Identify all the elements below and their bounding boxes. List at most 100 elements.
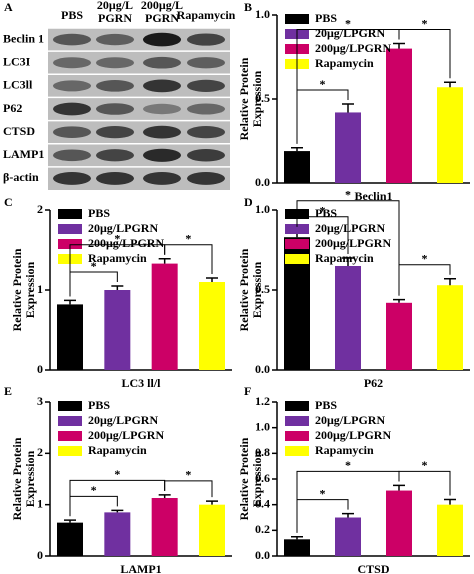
bar bbox=[104, 290, 131, 370]
band bbox=[53, 126, 91, 138]
band bbox=[96, 103, 134, 115]
significance-label: * bbox=[91, 483, 97, 497]
error-bar bbox=[64, 519, 76, 523]
y-tick-label: 0.2 bbox=[255, 522, 270, 536]
row-label: LC3ll bbox=[3, 78, 33, 92]
significance-bracket bbox=[398, 29, 451, 79]
panel-letter: A bbox=[4, 0, 13, 14]
legend-label: Rapamycin bbox=[315, 251, 374, 265]
bar bbox=[199, 282, 225, 370]
error-bar bbox=[342, 257, 354, 266]
legend-label: PBS bbox=[315, 206, 337, 220]
band bbox=[143, 103, 181, 115]
legend-label: 200μg/LPGRN bbox=[315, 236, 391, 250]
y-tick-label: 0.8 bbox=[255, 445, 270, 459]
band bbox=[96, 80, 134, 92]
legend-label: 200μg/LPGRN bbox=[88, 236, 164, 250]
legend-label: 200μg/LPGRN bbox=[88, 428, 164, 442]
row-label: β-actin bbox=[3, 170, 39, 184]
panel-letter: B bbox=[244, 0, 252, 14]
band bbox=[53, 33, 91, 46]
legend-swatch bbox=[285, 446, 309, 456]
error-bar bbox=[393, 42, 405, 49]
row-label: LC3I bbox=[3, 54, 31, 68]
significance-bracket bbox=[296, 200, 400, 296]
band bbox=[53, 57, 91, 69]
legend-label: Rapamycin bbox=[315, 56, 374, 70]
legend-label: Rapamycin bbox=[315, 443, 374, 457]
y-axis-label: Relative Protein bbox=[10, 248, 24, 331]
band bbox=[187, 103, 225, 115]
y-tick-label: 2 bbox=[37, 202, 43, 216]
bar bbox=[104, 512, 131, 556]
legend-swatch bbox=[58, 446, 82, 456]
band bbox=[96, 33, 134, 46]
row-label: P62 bbox=[3, 101, 22, 115]
panel-letter: C bbox=[4, 195, 13, 209]
y-tick-label: 0.0 bbox=[255, 362, 270, 376]
bar bbox=[57, 304, 83, 370]
band bbox=[96, 57, 134, 69]
band bbox=[143, 172, 181, 185]
bar bbox=[437, 504, 463, 556]
legend-label: 20μg/LPGRN bbox=[315, 221, 385, 235]
panel-letter: D bbox=[244, 195, 253, 209]
legend-swatch bbox=[58, 416, 82, 426]
band bbox=[96, 172, 134, 185]
legend-swatch bbox=[285, 416, 309, 426]
band bbox=[143, 32, 181, 47]
lane-label: 20μg/L bbox=[97, 0, 133, 12]
y-tick-label: 1 bbox=[37, 282, 43, 296]
significance-label: * bbox=[320, 204, 326, 218]
row-label: LAMP1 bbox=[3, 147, 44, 161]
legend-label: Rapamycin bbox=[88, 443, 147, 457]
legend-label: 200μg/LPGRN bbox=[315, 428, 391, 442]
y-tick-label: 0.0 bbox=[255, 548, 270, 562]
x-tick-label: Beclin1 bbox=[355, 189, 393, 203]
error-bar bbox=[206, 277, 218, 282]
legend-label: 200μg/LPGRN bbox=[315, 41, 391, 55]
band bbox=[143, 79, 181, 93]
legend-swatch bbox=[285, 224, 309, 234]
legend-swatch bbox=[285, 254, 309, 264]
significance-bracket bbox=[398, 264, 451, 296]
significance-bracket bbox=[164, 480, 213, 498]
significance-label: * bbox=[185, 468, 191, 482]
error-bar bbox=[64, 299, 76, 305]
y-tick-label: 0.0 bbox=[255, 175, 270, 189]
error-bar bbox=[158, 494, 171, 498]
legend-swatch bbox=[58, 209, 82, 219]
band bbox=[53, 172, 91, 185]
y-axis-label: Relative Protein bbox=[237, 248, 251, 331]
bar bbox=[151, 263, 178, 370]
legend-swatch bbox=[285, 14, 309, 24]
error-bar bbox=[291, 536, 303, 540]
band bbox=[187, 79, 225, 92]
y-tick-label: 0 bbox=[37, 548, 43, 562]
y-axis-label: Expression bbox=[23, 261, 37, 318]
significance-label: * bbox=[345, 188, 351, 202]
y-tick-label: 0.6 bbox=[255, 471, 270, 485]
y-axis-label: Relative Protein bbox=[10, 437, 24, 520]
legend-swatch bbox=[58, 224, 82, 234]
band bbox=[187, 172, 225, 185]
significance-label: * bbox=[422, 458, 428, 472]
legend-label: PBS bbox=[88, 398, 110, 412]
lane-label: PGRN bbox=[98, 11, 132, 25]
x-tick-label: P62 bbox=[364, 376, 383, 390]
significance-label: * bbox=[320, 77, 326, 91]
band bbox=[53, 80, 91, 92]
bar bbox=[335, 266, 361, 370]
error-bar bbox=[111, 509, 124, 513]
legend-swatch bbox=[58, 431, 82, 441]
bar bbox=[284, 539, 310, 556]
legend-label: PBS bbox=[315, 11, 337, 25]
error-bar bbox=[342, 103, 354, 113]
significance-label: * bbox=[320, 486, 326, 500]
error-bar bbox=[393, 298, 405, 303]
band bbox=[53, 102, 91, 116]
y-tick-label: 0.5 bbox=[255, 282, 270, 296]
error-bar bbox=[393, 484, 405, 491]
band bbox=[187, 149, 225, 162]
